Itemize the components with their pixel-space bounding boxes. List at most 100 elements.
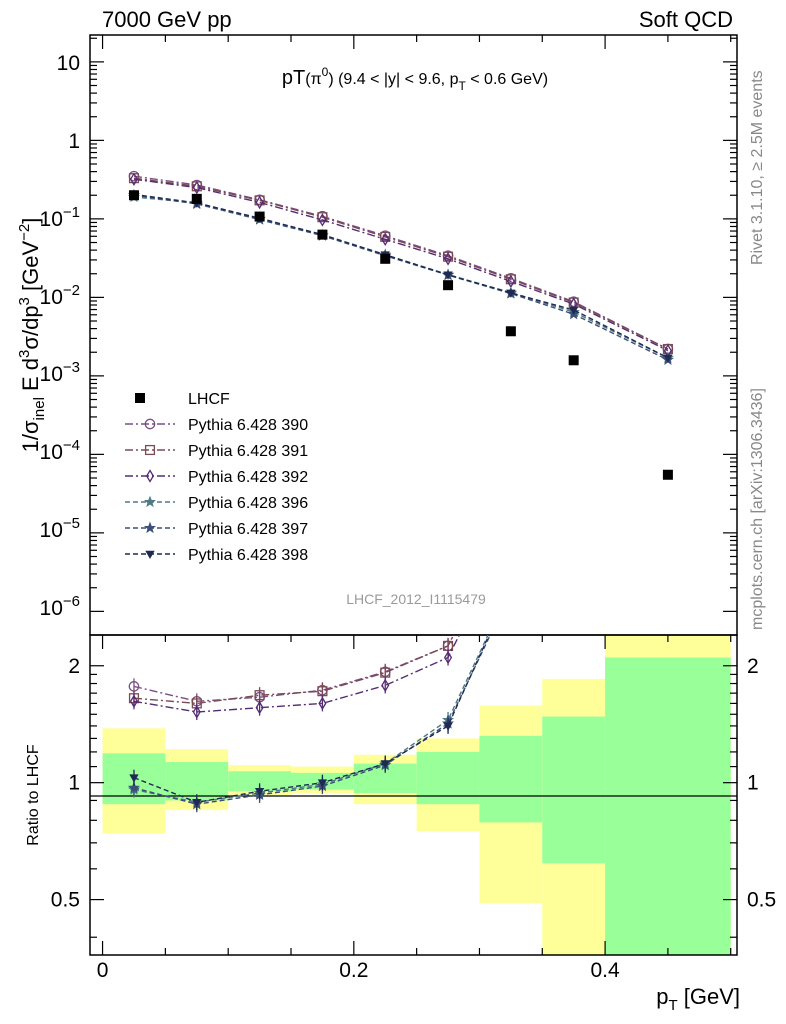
ratio-2-point bbox=[508, 527, 515, 538]
axis-ticks bbox=[90, 35, 737, 955]
ratio-tick-label: 1 bbox=[68, 772, 80, 795]
ratio-2-point bbox=[665, 164, 672, 175]
x-axis-title: pT [GeV] bbox=[656, 984, 740, 1014]
ratio-1-point bbox=[380, 667, 391, 678]
ratio-1-point bbox=[254, 690, 265, 701]
legend-entry-1: Pythia 6.428 391 bbox=[125, 443, 308, 460]
x-tick-label: 0.4 bbox=[590, 959, 620, 982]
legend-marker-0 bbox=[144, 418, 156, 430]
series-line-0 bbox=[133, 175, 669, 350]
legend-marker-lhcf bbox=[135, 393, 145, 403]
x-tick-label: 0.2 bbox=[339, 959, 368, 982]
chart-title: pT(π0) (9.4 < |y| < 9.6, pT < 0.6 GeV) bbox=[282, 65, 548, 93]
series-2-point bbox=[443, 252, 453, 266]
series-5-point bbox=[443, 271, 453, 280]
legend-label-2: Pythia 6.428 392 bbox=[188, 469, 308, 486]
series-line-4 bbox=[133, 194, 669, 361]
y-tick-label-1e-3: 10−3 bbox=[40, 359, 80, 386]
ratio-2-point bbox=[381, 678, 390, 693]
ratio-5-point bbox=[506, 583, 515, 591]
ratio-4-point bbox=[506, 586, 516, 596]
series-5-point bbox=[569, 306, 579, 315]
mcplots-reference-label: mcplots.cern.ch [arXiv:1306.3436] bbox=[749, 388, 766, 630]
y-tick-label-1: 1 bbox=[68, 130, 80, 153]
series-line-1 bbox=[133, 177, 669, 350]
series-5-point bbox=[506, 289, 516, 298]
ratio-2-point bbox=[318, 696, 327, 711]
analysis-watermark: LHCF_2012_I1115479 bbox=[346, 591, 486, 607]
series-1-point bbox=[380, 231, 391, 242]
legend-label-lhcf: LHCF bbox=[188, 391, 230, 408]
main-panel-series bbox=[127, 170, 674, 480]
ratio-2-point bbox=[570, 496, 577, 507]
main-y-tick-labels: 10 1 10−1 10−2 10−3 10−4 10−5 10−6 bbox=[40, 52, 80, 620]
ratio-3-point bbox=[568, 535, 578, 545]
ratio-1-point bbox=[664, 156, 673, 165]
lhcf-data-point bbox=[254, 211, 265, 222]
ratio-line-2 bbox=[133, 635, 461, 713]
series-line-5 bbox=[133, 193, 669, 359]
ratio-0-point bbox=[569, 487, 578, 496]
series-5-point bbox=[663, 354, 673, 363]
ratio-tick-label-right: 2 bbox=[747, 655, 759, 678]
legend-marker-3 bbox=[143, 495, 157, 508]
ratio-y-tick-labels: 0.5 0.5 1 1 2 2 bbox=[51, 655, 776, 912]
ratio-5-point bbox=[254, 788, 265, 797]
legend-marker-5 bbox=[145, 550, 155, 559]
series-2-point bbox=[192, 180, 201, 195]
series-2-point bbox=[255, 195, 264, 210]
ratio-panel-frame bbox=[89, 634, 738, 956]
y-tick-label-1e-2: 10−2 bbox=[40, 282, 80, 309]
series-2-point bbox=[318, 213, 327, 227]
ratio-2-point bbox=[443, 650, 453, 665]
x-tick-labels: 0 0.2 0.4 bbox=[97, 959, 620, 982]
ratio-4-point bbox=[663, 203, 673, 213]
legend-entry-0: Pythia 6.428 390 bbox=[125, 417, 308, 434]
legend-marker-4 bbox=[143, 521, 157, 534]
legend: LHCF Pythia 6.428 390 Pythia 6.428 391 Pyth… bbox=[125, 391, 308, 564]
ratio-2-point bbox=[192, 705, 201, 719]
ratio-3-point bbox=[506, 581, 516, 591]
lhcf-data-point bbox=[128, 190, 139, 201]
lhcf-data-point bbox=[380, 253, 391, 264]
legend-label-4: Pythia 6.428 397 bbox=[188, 521, 308, 538]
lhcf-data-point bbox=[191, 193, 202, 204]
ratio-tick-label: 0.5 bbox=[51, 889, 80, 912]
ratio-4-point bbox=[127, 781, 141, 793]
lhcf-data-point bbox=[568, 355, 579, 366]
legend-label-1: Pythia 6.428 391 bbox=[188, 443, 308, 460]
ratio-3-point bbox=[663, 198, 673, 208]
series-line-3 bbox=[133, 196, 669, 359]
ratio-panel-series bbox=[127, 156, 673, 813]
ratio-2-point bbox=[129, 694, 139, 709]
y-axis-title: 1/σinel E d3σ/dp3 [GeV−2] bbox=[16, 218, 48, 453]
lhcf-data-point bbox=[505, 326, 516, 337]
rivet-version-label: Rivet 3.1.10, ≥ 2.5M events bbox=[749, 70, 766, 265]
green-band-bin bbox=[605, 657, 731, 955]
ratio-uncertainty-bands bbox=[102, 635, 731, 955]
ratio-tick-label-right: 0.5 bbox=[747, 889, 776, 912]
header-beam-label: 7000 GeV pp bbox=[102, 7, 232, 32]
green-band-bin bbox=[479, 735, 543, 823]
legend-entry-4: Pythia 6.428 397 bbox=[125, 521, 308, 538]
series-1-point bbox=[317, 212, 328, 223]
legend-label-5: Pythia 6.428 398 bbox=[188, 547, 308, 564]
ratio-0-point bbox=[506, 517, 515, 526]
header-process-label: Soft QCD bbox=[639, 7, 733, 32]
lhcf-data-point bbox=[443, 280, 454, 291]
lhcf-data-point bbox=[317, 229, 328, 240]
ratio-0-point bbox=[663, 156, 672, 165]
series-line-2 bbox=[133, 178, 669, 352]
ratio-4-point bbox=[568, 543, 578, 553]
ratio-5-point bbox=[443, 722, 453, 731]
y-tick-label-1e-4: 10−4 bbox=[40, 437, 80, 464]
ratio-5-point bbox=[129, 774, 139, 783]
ratio-line-1 bbox=[133, 635, 455, 705]
ratio-5-point bbox=[317, 779, 328, 788]
legend-marker-1 bbox=[144, 444, 156, 456]
ratio-1-point bbox=[506, 521, 515, 530]
ratio-axis-title: Ratio to LHCF bbox=[25, 744, 42, 846]
legend-marker-2 bbox=[145, 469, 155, 483]
ratio-tick-label: 2 bbox=[68, 655, 80, 678]
